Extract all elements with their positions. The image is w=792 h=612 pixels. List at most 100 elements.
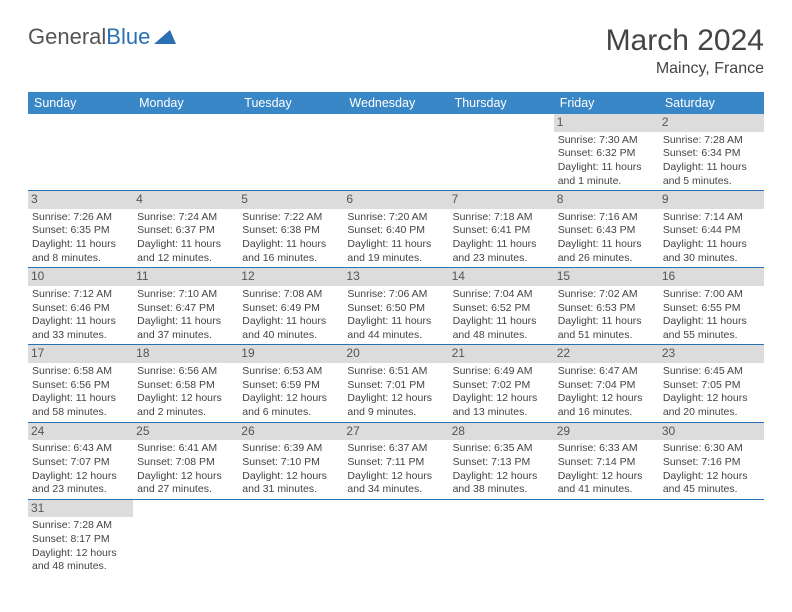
day-number: 9 [659, 191, 764, 209]
sunset-line: Sunset: 6:52 PM [453, 302, 550, 316]
sunrise-line: Sunrise: 6:35 AM [453, 442, 550, 456]
daylight-line: Daylight: 12 hours and 16 minutes. [558, 392, 655, 419]
sunset-line: Sunset: 6:40 PM [347, 224, 444, 238]
day-details: Sunrise: 7:22 AMSunset: 6:38 PMDaylight:… [242, 211, 339, 266]
day-number: 23 [659, 345, 764, 363]
calendar-cell: 2Sunrise: 7:28 AMSunset: 6:34 PMDaylight… [659, 114, 764, 191]
day-details: Sunrise: 6:35 AMSunset: 7:13 PMDaylight:… [453, 442, 550, 497]
logo-arrow-icon [154, 24, 176, 50]
sunset-line: Sunset: 7:02 PM [453, 379, 550, 393]
location: Maincy, France [606, 60, 764, 78]
day-details: Sunrise: 7:00 AMSunset: 6:55 PMDaylight:… [663, 288, 760, 343]
day-number: 26 [238, 423, 343, 441]
calendar-cell: 23 Sunrise: 6:45 AMSunset: 7:05 PMDayligh… [659, 345, 764, 422]
sunrise-line: Sunrise: 6:41 AM [137, 442, 234, 456]
calendar-cell: 4 Sunrise: 7:24 AMSunset: 6:37 PMDaylight… [133, 191, 238, 268]
sunrise-line: Sunrise: 7:04 AM [453, 288, 550, 302]
calendar-cell: 17Sunrise: 6:58 AMSunset: 6:56 PMDayligh… [28, 345, 133, 422]
calendar-cell: 29Sunrise: 6:33 AMSunset: 7:14 PMDayligh… [554, 422, 659, 499]
day-number: 8 [554, 191, 659, 209]
calendar-row: 10 Sunrise: 7:12 AMSunset: 6:46 PMDayligh… [28, 268, 764, 345]
sunrise-line: Sunrise: 6:33 AM [558, 442, 655, 456]
day-details: Sunrise: 6:43 AMSunset: 7:07 PMDaylight:… [32, 442, 129, 497]
weekday-header: Monday [133, 92, 238, 114]
day-number: 19 [238, 345, 343, 363]
day-details: Sunrise: 7:10 AMSunset: 6:47 PMDaylight:… [137, 288, 234, 343]
calendar-cell: 22Sunrise: 6:47 AMSunset: 7:04 PMDayligh… [554, 345, 659, 422]
calendar-cell: 19Sunrise: 6:53 AMSunset: 6:59 PMDayligh… [238, 345, 343, 422]
calendar-cell: 31Sunrise: 7:28 AMSunset: 8:17 PMDayligh… [28, 499, 133, 576]
day-details: Sunrise: 7:26 AMSunset: 6:35 PMDaylight:… [32, 211, 129, 266]
sunset-line: Sunset: 7:13 PM [453, 456, 550, 470]
sunset-line: Sunset: 6:34 PM [663, 147, 760, 161]
daylight-line: Daylight: 11 hours and 26 minutes. [558, 238, 655, 265]
header: GeneralBlue March 2024 Maincy, France [28, 24, 764, 78]
day-number: 21 [449, 345, 554, 363]
sunrise-line: Sunrise: 7:22 AM [242, 211, 339, 225]
sunrise-line: Sunrise: 7:08 AM [242, 288, 339, 302]
sunrise-line: Sunrise: 6:43 AM [32, 442, 129, 456]
sunrise-line: Sunrise: 6:53 AM [242, 365, 339, 379]
sunrise-line: Sunrise: 6:37 AM [347, 442, 444, 456]
sunset-line: Sunset: 6:44 PM [663, 224, 760, 238]
weekday-header-row: SundayMondayTuesdayWednesdayThursdayFrid… [28, 92, 764, 114]
daylight-line: Daylight: 11 hours and 30 minutes. [663, 238, 760, 265]
day-number: 29 [554, 423, 659, 441]
day-number: 30 [659, 423, 764, 441]
sunrise-line: Sunrise: 6:30 AM [663, 442, 760, 456]
calendar-cell: 20 Sunrise: 6:51 AMSunset: 7:01 PMDayligh… [343, 345, 448, 422]
daylight-line: Daylight: 11 hours and 1 minute. [558, 161, 655, 188]
day-number: 6 [343, 191, 448, 209]
day-number: 11 [133, 268, 238, 286]
calendar-cell: 11 Sunrise: 7:10 AMSunset: 6:47 PMDayligh… [133, 268, 238, 345]
sunrise-line: Sunrise: 7:18 AM [453, 211, 550, 225]
daylight-line: Daylight: 12 hours and 23 minutes. [32, 470, 129, 497]
day-details: Sunrise: 7:02 AMSunset: 6:53 PMDaylight:… [558, 288, 655, 343]
sunrise-line: Sunrise: 6:51 AM [347, 365, 444, 379]
day-number: 14 [449, 268, 554, 286]
calendar-cell: 26Sunrise: 6:39 AMSunset: 7:10 PMDayligh… [238, 422, 343, 499]
sunrise-line: Sunrise: 6:56 AM [137, 365, 234, 379]
sunset-line: Sunset: 6:58 PM [137, 379, 234, 393]
day-number: 20 [343, 345, 448, 363]
daylight-line: Daylight: 12 hours and 2 minutes. [137, 392, 234, 419]
day-details: Sunrise: 6:51 AMSunset: 7:01 PMDaylight:… [347, 365, 444, 420]
daylight-line: Daylight: 12 hours and 20 minutes. [663, 392, 760, 419]
month-title: March 2024 [606, 24, 764, 58]
sunset-line: Sunset: 6:41 PM [453, 224, 550, 238]
sunset-line: Sunset: 6:46 PM [32, 302, 129, 316]
daylight-line: Daylight: 11 hours and 33 minutes. [32, 315, 129, 342]
calendar-cell [343, 114, 448, 191]
sunrise-line: Sunrise: 6:45 AM [663, 365, 760, 379]
calendar-cell: 6Sunrise: 7:20 AMSunset: 6:40 PMDaylight… [343, 191, 448, 268]
daylight-line: Daylight: 11 hours and 58 minutes. [32, 392, 129, 419]
day-number: 10 [28, 268, 133, 286]
day-number: 4 [133, 191, 238, 209]
daylight-line: Daylight: 11 hours and 19 minutes. [347, 238, 444, 265]
calendar-cell: 9Sunrise: 7:14 AMSunset: 6:44 PMDaylight… [659, 191, 764, 268]
logo-text-1: General [28, 24, 106, 50]
day-number: 18 [133, 345, 238, 363]
sunrise-line: Sunrise: 7:16 AM [558, 211, 655, 225]
logo: GeneralBlue [28, 24, 176, 50]
sunrise-line: Sunrise: 6:47 AM [558, 365, 655, 379]
calendar-cell: 10 Sunrise: 7:12 AMSunset: 6:46 PMDayligh… [28, 268, 133, 345]
day-details: Sunrise: 6:37 AMSunset: 7:11 PMDaylight:… [347, 442, 444, 497]
calendar-cell: 8Sunrise: 7:16 AMSunset: 6:43 PMDaylight… [554, 191, 659, 268]
daylight-line: Daylight: 11 hours and 55 minutes. [663, 315, 760, 342]
day-details: Sunrise: 7:30 AMSunset: 6:32 PMDaylight:… [558, 134, 655, 189]
sunset-line: Sunset: 7:05 PM [663, 379, 760, 393]
calendar-cell [133, 114, 238, 191]
sunset-line: Sunset: 6:35 PM [32, 224, 129, 238]
daylight-line: Daylight: 11 hours and 40 minutes. [242, 315, 339, 342]
day-number: 1 [554, 114, 659, 132]
daylight-line: Daylight: 12 hours and 13 minutes. [453, 392, 550, 419]
calendar-row: 3Sunrise: 7:26 AMSunset: 6:35 PMDaylight… [28, 191, 764, 268]
day-details: Sunrise: 6:41 AMSunset: 7:08 PMDaylight:… [137, 442, 234, 497]
day-details: Sunrise: 7:24 AMSunset: 6:37 PMDaylight:… [137, 211, 234, 266]
day-details: Sunrise: 7:12 AMSunset: 6:46 PMDaylight:… [32, 288, 129, 343]
daylight-line: Daylight: 11 hours and 8 minutes. [32, 238, 129, 265]
sunset-line: Sunset: 6:55 PM [663, 302, 760, 316]
sunset-line: Sunset: 6:59 PM [242, 379, 339, 393]
calendar-cell: 18 Sunrise: 6:56 AMSunset: 6:58 PMDayligh… [133, 345, 238, 422]
